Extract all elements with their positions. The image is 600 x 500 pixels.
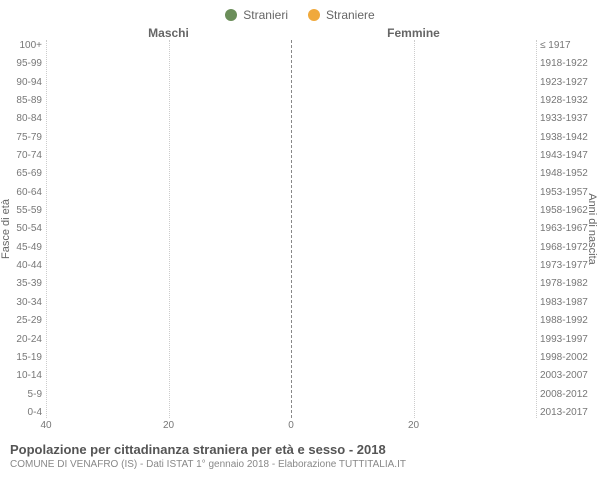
bar-row <box>46 40 536 58</box>
age-tick: 65-69 <box>4 168 42 179</box>
xaxis-ticks: 4020020 <box>46 420 536 434</box>
birth-tick: 1993-1997 <box>540 334 596 345</box>
x-tick: 20 <box>163 420 174 431</box>
birth-tick: 1998-2002 <box>540 352 596 363</box>
bars-area <box>46 40 536 418</box>
bar-row <box>46 310 536 328</box>
bar-row <box>46 184 536 202</box>
plot-area: Fasce di età 100+95-9990-9485-8980-8475-… <box>4 40 596 418</box>
birth-tick: 1983-1987 <box>540 297 596 308</box>
birth-tick: 1943-1947 <box>540 150 596 161</box>
age-tick: 90-94 <box>4 77 42 88</box>
age-tick: 0-4 <box>4 407 42 418</box>
chart-footer: Popolazione per cittadinanza straniera p… <box>4 442 596 470</box>
legend: Stranieri Straniere <box>4 8 596 22</box>
bar-row <box>46 328 536 346</box>
population-pyramid-chart: Stranieri Straniere Maschi Femmine Fasce… <box>0 0 600 500</box>
legend-label-female: Straniere <box>326 8 375 22</box>
age-tick: 40-44 <box>4 260 42 271</box>
age-tick: 85-89 <box>4 95 42 106</box>
bar-row <box>46 166 536 184</box>
bar-row <box>46 292 536 310</box>
column-headers: Maschi Femmine <box>4 26 596 40</box>
bar-row <box>46 256 536 274</box>
age-tick: 70-74 <box>4 150 42 161</box>
age-tick: 100+ <box>4 40 42 51</box>
birth-tick: 2008-2012 <box>540 389 596 400</box>
legend-swatch-female <box>308 9 320 21</box>
chart-title: Popolazione per cittadinanza straniera p… <box>10 442 590 457</box>
bar-rows <box>46 40 536 418</box>
birth-tick: 1948-1952 <box>540 168 596 179</box>
bar-row <box>46 364 536 382</box>
header-male: Maschi <box>46 26 291 40</box>
bar-row <box>46 130 536 148</box>
bar-row <box>46 76 536 94</box>
age-tick: 5-9 <box>4 389 42 400</box>
yaxis-left-label: Fasce di età <box>0 199 12 259</box>
birth-tick: 1918-1922 <box>540 58 596 69</box>
x-tick: 0 <box>288 420 294 431</box>
chart-subtitle: COMUNE DI VENAFRO (IS) - Dati ISTAT 1° g… <box>10 459 590 470</box>
birth-tick: 1978-1982 <box>540 278 596 289</box>
bar-row <box>46 58 536 76</box>
legend-swatch-male <box>225 9 237 21</box>
birth-tick: 1923-1927 <box>540 77 596 88</box>
bar-row <box>46 382 536 400</box>
bar-row <box>46 148 536 166</box>
bar-row <box>46 220 536 238</box>
x-tick: 20 <box>408 420 419 431</box>
birth-tick: 1928-1932 <box>540 95 596 106</box>
legend-label-male: Stranieri <box>243 8 288 22</box>
age-tick: 35-39 <box>4 278 42 289</box>
legend-item-female: Straniere <box>308 8 375 22</box>
age-tick: 20-24 <box>4 334 42 345</box>
age-tick: 80-84 <box>4 113 42 124</box>
xaxis: 40 20 0 20 <box>4 420 596 434</box>
birth-tick: 1988-1992 <box>540 315 596 326</box>
birth-tick: 2003-2007 <box>540 370 596 381</box>
bar-row <box>46 274 536 292</box>
legend-item-male: Stranieri <box>225 8 288 22</box>
birth-tick: 1933-1937 <box>540 113 596 124</box>
age-tick: 95-99 <box>4 58 42 69</box>
age-tick: 10-14 <box>4 370 42 381</box>
bar-row <box>46 202 536 220</box>
age-tick: 75-79 <box>4 132 42 143</box>
age-tick: 25-29 <box>4 315 42 326</box>
header-female: Femmine <box>291 26 536 40</box>
age-tick: 60-64 <box>4 187 42 198</box>
grid-line <box>536 40 537 418</box>
age-tick: 15-19 <box>4 352 42 363</box>
bar-row <box>46 238 536 256</box>
birth-tick: 2013-2017 <box>540 407 596 418</box>
yaxis-right-label: Anni di nascita <box>586 193 598 265</box>
bar-row <box>46 346 536 364</box>
bar-row <box>46 112 536 130</box>
bar-row <box>46 400 536 418</box>
birth-tick: ≤ 1917 <box>540 40 596 51</box>
bar-row <box>46 94 536 112</box>
birth-tick: 1938-1942 <box>540 132 596 143</box>
age-tick: 30-34 <box>4 297 42 308</box>
x-tick: 40 <box>40 420 51 431</box>
